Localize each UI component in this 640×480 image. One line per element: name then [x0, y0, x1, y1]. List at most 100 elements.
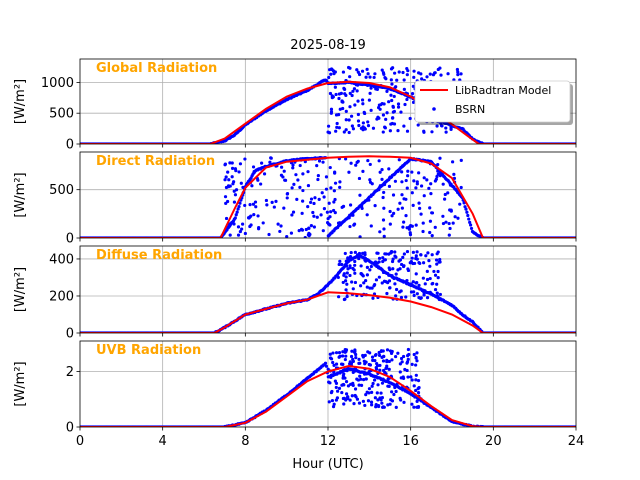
bsrn-point-0-789	[329, 111, 333, 115]
bsrn-point-3-631	[414, 363, 418, 367]
bsrn-point-1-708	[377, 188, 381, 192]
bsrn-point-0-771	[350, 93, 354, 98]
bsrn-point-3-571	[406, 357, 410, 361]
model-line-1	[80, 155, 576, 238]
bsrn-point-3-618	[370, 355, 375, 359]
bsrn-point-0-600	[399, 110, 403, 114]
bsrn-point-1-604	[236, 233, 241, 237]
bsrn-point-1-266	[325, 210, 329, 214]
bsrn-point-1-851	[227, 178, 231, 182]
legend-box	[414, 80, 571, 123]
bsrn-point-1-537	[243, 203, 247, 208]
bsrn-point-0-780	[335, 125, 339, 129]
bsrn-point-1-759	[251, 165, 256, 169]
bsrn-point-0-566	[361, 121, 365, 125]
bsrn-point-2-583	[438, 260, 442, 264]
bsrn-point-0-601	[389, 78, 393, 82]
bsrn-point-2-625	[338, 259, 342, 263]
bsrn-point-2-617	[434, 258, 439, 262]
bsrn-point-3-701	[334, 351, 339, 355]
bsrn-point-2-679	[394, 272, 398, 276]
bsrn-point-0-717	[357, 72, 362, 77]
bsrn-point-1-574	[441, 221, 446, 226]
bsrn-point-0-648	[351, 89, 355, 93]
bsrn-point-3-662	[402, 400, 406, 404]
bsrn-point-1-757	[422, 176, 426, 180]
bsrn-point-2-628	[435, 282, 439, 286]
bsrn-point-3-577	[366, 399, 371, 403]
bsrn-point-3-706	[330, 398, 335, 403]
bsrn-point-2-640	[365, 273, 369, 277]
bsrn-point-1-818	[223, 163, 227, 167]
model-line-3	[80, 364, 576, 427]
bsrn-point-3-563	[350, 349, 354, 353]
bsrn-point-3-670	[381, 349, 385, 353]
bsrn-point-1-654	[290, 186, 294, 190]
bsrn-point-3-641	[343, 368, 347, 372]
bsrn-point-1-548	[436, 162, 440, 167]
bsrn-point-3-569	[349, 354, 354, 359]
ytick-label-3-0: 0	[66, 421, 74, 436]
bsrn-point-0-637	[328, 91, 333, 96]
bsrn-point-1-636	[260, 161, 264, 165]
bsrn-point-3-614	[332, 363, 336, 367]
bsrn-point-2-645	[344, 275, 348, 279]
bsrn-point-1-817	[304, 227, 308, 232]
bsrn-point-1-742	[417, 201, 421, 205]
bsrn-point-1-729	[369, 193, 374, 197]
bsrn-point-1-695	[428, 230, 432, 235]
bsrn-point-3-634	[372, 378, 377, 382]
bsrn-point-1-736	[276, 222, 280, 226]
bsrn-point-3-588	[358, 374, 362, 378]
bsrn-point-1-752	[398, 201, 402, 205]
bsrn-point-1-797	[408, 231, 412, 235]
bsrn-point-2-676	[362, 281, 366, 285]
bsrn-point-0-778	[354, 83, 358, 87]
bsrn-point-1-649	[301, 188, 305, 193]
bsrn-point-1-418	[467, 217, 471, 221]
bsrn-point-0-743	[396, 105, 401, 109]
bsrn-point-2-718	[348, 273, 352, 278]
bsrn-point-2-539	[412, 293, 416, 298]
bsrn-point-0-770	[372, 75, 376, 80]
bsrn-point-1-653	[248, 203, 252, 207]
bsrn-point-0-711	[412, 69, 416, 73]
bsrn-point-0-762	[334, 92, 338, 97]
bsrn-point-2-732	[397, 259, 401, 263]
bsrn-point-2-683	[436, 269, 440, 274]
bsrn-point-1-638	[243, 157, 247, 161]
bsrn-point-2-551	[393, 250, 397, 254]
bsrn-point-1-758	[322, 207, 327, 211]
bsrn-point-0-636	[327, 75, 331, 80]
bsrn-point-3-607	[332, 402, 336, 406]
bsrn-point-1-659	[421, 229, 425, 234]
bsrn-point-3-790	[363, 362, 367, 366]
bsrn-point-3-547	[406, 375, 410, 379]
bsrn-point-1-586	[324, 187, 329, 191]
bsrn-point-0-722	[337, 126, 341, 130]
bsrn-point-3-691	[390, 399, 395, 403]
bsrn-point-1-600	[354, 163, 358, 167]
bsrn-point-3-696	[386, 377, 390, 381]
bsrn-point-1-578	[358, 193, 362, 197]
bsrn-point-1-620	[327, 201, 331, 205]
bsrn-point-1-827	[444, 220, 448, 224]
bsrn-point-2-535	[377, 275, 381, 279]
bsrn-point-3-768	[378, 396, 382, 400]
bsrn-point-1-668	[262, 172, 267, 176]
bsrn-point-1-761	[382, 227, 386, 231]
bsrn-point-2-616	[348, 264, 352, 268]
bsrn-point-2-574	[415, 250, 419, 254]
bsrn-point-3-742	[410, 362, 414, 366]
bsrn-point-1-787	[333, 211, 337, 215]
bsrn-point-0-776	[342, 130, 346, 134]
bsrn-point-0-764	[419, 72, 423, 76]
bsrn-point-0-647	[368, 91, 372, 95]
bsrn-point-2-644	[383, 258, 387, 262]
bsrn-point-3-786	[341, 382, 346, 387]
bsrn-point-3-776	[382, 405, 386, 409]
bsrn-point-3-755	[341, 350, 345, 354]
bsrn-point-2-730	[363, 258, 367, 262]
bsrn-point-1-848	[232, 200, 237, 204]
ytick-label-0-0: 0	[66, 138, 74, 153]
